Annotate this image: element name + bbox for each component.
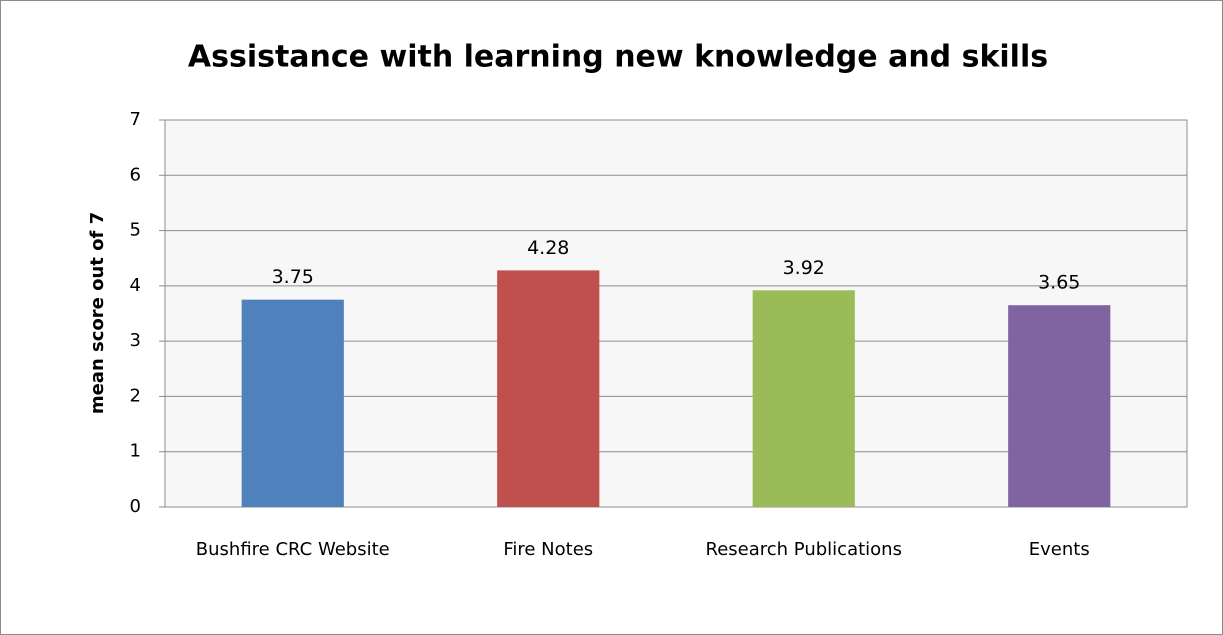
- y-tick-label: 6: [130, 164, 141, 185]
- x-tick-label: Research Publications: [706, 539, 902, 560]
- data-label: 3.65: [1038, 272, 1080, 294]
- y-axis-label: mean score out of 7: [87, 212, 108, 414]
- data-label: 3.75: [272, 266, 314, 288]
- data-label: 4.28: [527, 237, 569, 259]
- bar: [1008, 305, 1111, 507]
- y-tick-label: 5: [130, 220, 141, 241]
- bar: [241, 299, 344, 507]
- bar: [752, 290, 855, 507]
- x-tick-label: Fire Notes: [503, 539, 593, 560]
- x-tick-label: Events: [1029, 539, 1090, 560]
- x-tick-label: Bushfire CRC Website: [196, 539, 390, 560]
- y-tick-label: 4: [130, 275, 141, 296]
- chart-title: Assistance with learning new knowledge a…: [188, 40, 1048, 75]
- y-tick-label: 0: [130, 496, 141, 517]
- y-tick-label: 3: [130, 330, 141, 351]
- y-tick-label: 7: [130, 109, 141, 130]
- data-label: 3.92: [783, 257, 825, 279]
- bar: [497, 270, 600, 507]
- y-tick-label: 1: [130, 441, 141, 462]
- y-tick-label: 2: [130, 385, 141, 406]
